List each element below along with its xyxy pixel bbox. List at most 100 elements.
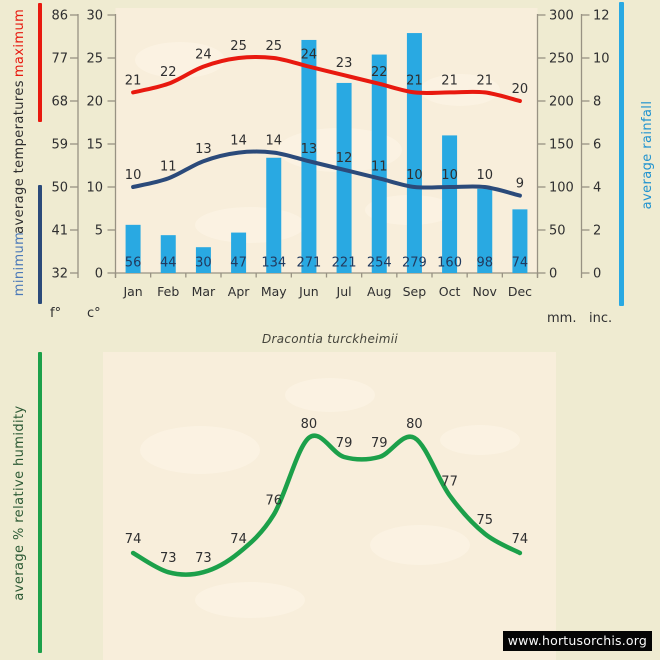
c-axis-tick-label: 5 [95, 224, 103, 239]
max-temp-value-label: 21 [125, 73, 142, 88]
max-temp-value-label: 24 [195, 48, 212, 63]
texture-blotch [195, 207, 305, 243]
rainfall-bar [125, 224, 141, 273]
rainfall-axis-label: average rainfall [640, 100, 655, 210]
month-label: Jun [298, 284, 319, 299]
inc-axis-tick-label: 2 [593, 224, 601, 239]
f-axis-tick-label: 50 [51, 181, 68, 196]
min-temp-value-label: 10 [125, 168, 142, 183]
max-temp-value-label: 23 [336, 56, 353, 71]
rainfall-bar [231, 232, 247, 273]
humidity-value-label: 79 [336, 436, 353, 451]
rainfall-value-label: 271 [297, 256, 322, 271]
rainfall-bars: 56 44 30 47 134 271 221 254 279 160 98 74 [125, 33, 529, 274]
texture-blotch [140, 426, 260, 474]
watermark-link: www.hortusorchis.org [502, 631, 652, 651]
max-temp-value-label: 24 [301, 48, 318, 63]
millimeters-unit-label: mm. [547, 311, 577, 326]
month-label: Mar [192, 284, 216, 299]
texture-blotch [195, 582, 305, 618]
max-temp-value-label: 25 [230, 39, 247, 54]
humidity-value-label: 76 [265, 494, 282, 509]
rainfall-value-label: 279 [402, 256, 427, 271]
mm-axis-tick-label: 50 [549, 224, 566, 239]
min-temp-value-label: 11 [371, 159, 388, 174]
min-temp-value-label: 10 [441, 168, 458, 183]
species-title: Dracontia turckheimii [261, 332, 399, 346]
rainfall-bar [301, 39, 317, 273]
f-axis: 86 77 68 59 50 41 32 [51, 9, 79, 282]
rainfall-bar [336, 82, 352, 273]
rainfall-bar [266, 157, 282, 273]
month-label: Apr [228, 284, 250, 299]
f-axis-tick-label: 68 [51, 95, 68, 110]
f-axis-tick-label: 41 [51, 224, 68, 239]
x-axis [114, 272, 539, 278]
rainfall-bar [406, 33, 422, 274]
rainfall-value-label: 30 [195, 256, 212, 271]
rainfall-value-label: 47 [230, 256, 247, 271]
texture-blotch [440, 425, 520, 455]
c-axis-tick-label: 30 [86, 9, 103, 24]
mm-axis-tick-label: 200 [549, 95, 574, 110]
inc-axis-tick-label: 0 [593, 267, 601, 282]
mm-axis-tick-label: 300 [549, 9, 574, 24]
c-axis-tick-label: 20 [86, 95, 103, 110]
humidity-value-label: 80 [301, 417, 318, 432]
humidity-value-label: 74 [512, 532, 529, 547]
humidity-value-label: 74 [230, 532, 247, 547]
humidity-chart: 74 73 73 74 76 80 79 79 80 77 75 74 [103, 352, 556, 660]
month-label: Aug [367, 284, 391, 299]
month-label: Dec [508, 284, 532, 299]
humidity-value-label: 79 [371, 436, 388, 451]
min-temp-value-label: 14 [265, 134, 282, 149]
mm-axis: 300 250 200 150 100 50 0 [536, 9, 574, 282]
humidity-value-label: 80 [406, 417, 423, 432]
max-temp-value-label: 22 [371, 65, 388, 80]
inc-axis-tick-label: 12 [593, 9, 610, 24]
c-axis-tick-label: 10 [86, 181, 103, 196]
maximum-legend-rule [38, 3, 42, 122]
max-temp-value-label: 21 [406, 73, 423, 88]
humidity-value-label: 74 [125, 532, 142, 547]
mm-axis-tick-label: 250 [549, 52, 574, 67]
humidity-line [130, 433, 523, 577]
humidity-legend-rule [38, 352, 42, 653]
min-temp-value-label: 9 [516, 177, 524, 192]
inc-axis-tick-label: 6 [593, 138, 601, 153]
humidity-value-label: 73 [195, 551, 212, 566]
c-axis-tick-label: 0 [95, 267, 103, 282]
rainfall-value-label: 221 [332, 256, 357, 271]
mm-axis-tick-label: 0 [549, 267, 557, 282]
rainfall-value-label: 44 [160, 256, 177, 271]
rainfall-value-label: 134 [261, 256, 286, 271]
rainfall-value-label: 98 [476, 256, 493, 271]
min-temp-value-label: 10 [406, 168, 423, 183]
c-axis-tick-label: 25 [86, 52, 103, 67]
rainfall-bar [160, 235, 176, 273]
rainfall-value-label: 74 [512, 256, 529, 271]
rainfall-bar [442, 135, 458, 273]
f-axis-tick-label: 86 [51, 9, 68, 24]
max-temp-value-label: 21 [441, 73, 458, 88]
f-axis-tick-label: 77 [51, 52, 68, 67]
min-temp-value-label: 14 [230, 134, 247, 149]
humidity-value-label: 73 [160, 551, 177, 566]
month-label: Nov [473, 284, 498, 299]
rainfall-legend-rule [619, 2, 624, 306]
min-temp-value-label: 13 [301, 142, 318, 157]
month-label: Oct [439, 284, 461, 299]
rainfall-bar [371, 54, 387, 274]
humidity-axis-label: average % relative humidity [12, 405, 27, 601]
fahrenheit-unit-label: f° [50, 306, 62, 321]
rainfall-value-label: 56 [125, 256, 142, 271]
rainfall-bar [195, 247, 211, 273]
rainfall-value-label: 254 [367, 256, 392, 271]
max-temp-value-label: 25 [265, 39, 282, 54]
c-axis: 30 25 20 15 10 5 0 [86, 9, 117, 282]
rainfall-value-label: 160 [437, 256, 462, 271]
rainfall-bar [477, 188, 493, 273]
max-temp-line [131, 54, 522, 103]
min-temp-value-label: 10 [476, 168, 493, 183]
humidity-value-label: 75 [476, 513, 493, 528]
